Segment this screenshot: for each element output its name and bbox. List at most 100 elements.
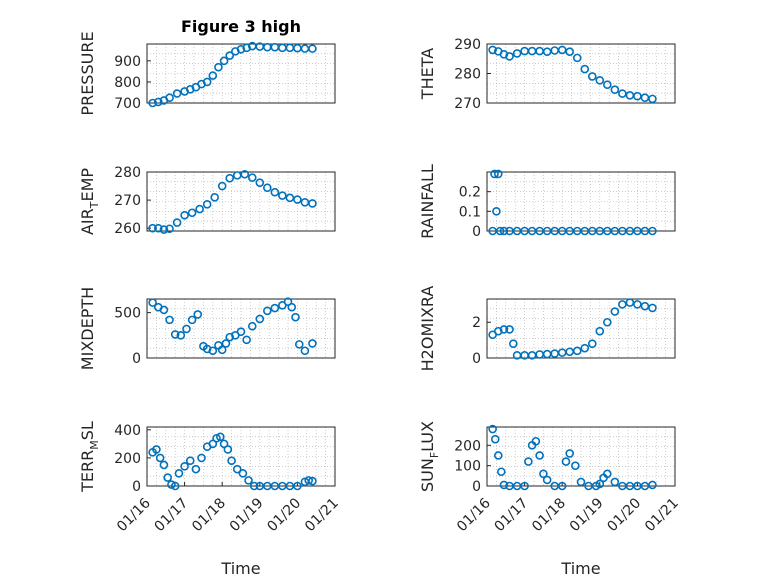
data-point: [490, 169, 499, 179]
data-point: [163, 473, 172, 482]
data-point: [210, 192, 219, 202]
data-point: [247, 173, 257, 182]
data-point: [565, 449, 575, 458]
data-point: [219, 56, 229, 66]
y-tick-label: 900: [114, 54, 141, 70]
data-point: [531, 436, 541, 446]
data-point: [263, 306, 272, 316]
data-point: [625, 298, 635, 307]
data-point: [640, 93, 650, 102]
y-tick-label: 0: [132, 479, 141, 495]
data-point: [576, 477, 586, 487]
subplot-theta: 270 280 290 THETA: [418, 37, 676, 112]
data-point: [542, 349, 552, 359]
data-point: [493, 451, 503, 460]
data-point: [610, 477, 620, 487]
data-point: [542, 475, 552, 485]
data-point: [493, 169, 503, 179]
data-point: [187, 208, 197, 218]
x-tick-label: 01/19: [227, 495, 267, 535]
data-point: [488, 424, 497, 434]
x-tick-label: 01/20: [264, 495, 304, 535]
data-point: [565, 347, 575, 357]
data-point: [167, 480, 176, 489]
data-point: [488, 45, 497, 55]
y-axis-label: THETA: [418, 48, 437, 100]
y-tick-label: 2: [472, 315, 481, 331]
data-point: [648, 226, 657, 236]
data-point: [172, 218, 182, 227]
data-point: [212, 433, 221, 443]
x-axis-label: Time: [220, 559, 260, 578]
data-point: [227, 456, 236, 466]
subplot-mixdepth: 0 500 MIXDEPTH: [78, 287, 336, 370]
data-point: [550, 46, 559, 55]
data-point: [187, 315, 197, 325]
data-point: [287, 302, 297, 312]
data-point: [172, 89, 182, 98]
data-point: [232, 171, 242, 180]
chart-title: Figure 3 high: [181, 17, 301, 36]
data-point: [170, 481, 180, 491]
data-point: [300, 44, 310, 53]
data-point: [270, 187, 280, 197]
data-point: [293, 481, 302, 491]
data-point: [499, 325, 509, 334]
data-point: [648, 303, 657, 313]
data-point: [180, 462, 189, 471]
data-point: [152, 445, 161, 454]
data-point: [572, 346, 582, 356]
data-point: [148, 298, 157, 307]
axis-frame: [146, 426, 336, 487]
data-point: [221, 339, 231, 348]
data-point: [153, 223, 163, 233]
data-point: [535, 451, 544, 460]
data-point: [270, 303, 280, 313]
y-tick-label: 0.2: [459, 185, 481, 201]
data-point: [640, 301, 650, 311]
data-point: [240, 169, 250, 179]
y-tick-label: 800: [114, 75, 141, 91]
x-tick-label: 01/19: [567, 495, 607, 535]
data-point: [587, 72, 597, 81]
data-point: [159, 305, 169, 315]
data-point: [217, 345, 227, 355]
x-tick-label: 01/16: [454, 495, 494, 535]
y-tick-label: 0.1: [459, 204, 481, 220]
y-axis-label: MIXDEPTH: [78, 287, 97, 370]
x-tick-label: 01/18: [189, 495, 229, 535]
y-axis-label: PRESSURE: [78, 31, 97, 115]
data-point: [603, 80, 612, 90]
x-tick-label: 01/18: [529, 495, 569, 535]
y-tick-label: 100: [454, 459, 481, 475]
data-point: [195, 204, 204, 214]
data-point: [285, 43, 295, 53]
data-point: [648, 480, 657, 490]
data-point: [308, 476, 317, 486]
data-point: [557, 45, 567, 55]
data-point: [263, 42, 272, 52]
data-point: [493, 326, 503, 336]
data-point: [159, 225, 169, 234]
data-point: [185, 456, 195, 466]
data-point: [603, 317, 612, 327]
data-point: [595, 479, 605, 489]
data-point: [217, 181, 227, 191]
data-point: [492, 207, 501, 216]
data-point: [182, 324, 191, 334]
data-point: [236, 44, 246, 54]
data-point: [238, 469, 248, 478]
data-point: [170, 330, 180, 339]
subplot-pressure: 700 800 900 PRESSURE Figure 3 high: [78, 17, 336, 116]
x-tick-label: 01/17: [152, 495, 192, 535]
data-point: [247, 321, 257, 331]
data-point: [202, 344, 212, 354]
data-point: [580, 64, 590, 74]
data-point: [216, 432, 225, 442]
data-point: [191, 464, 201, 474]
x-tick-label: 01/21: [642, 495, 682, 535]
data-point: [505, 325, 514, 334]
